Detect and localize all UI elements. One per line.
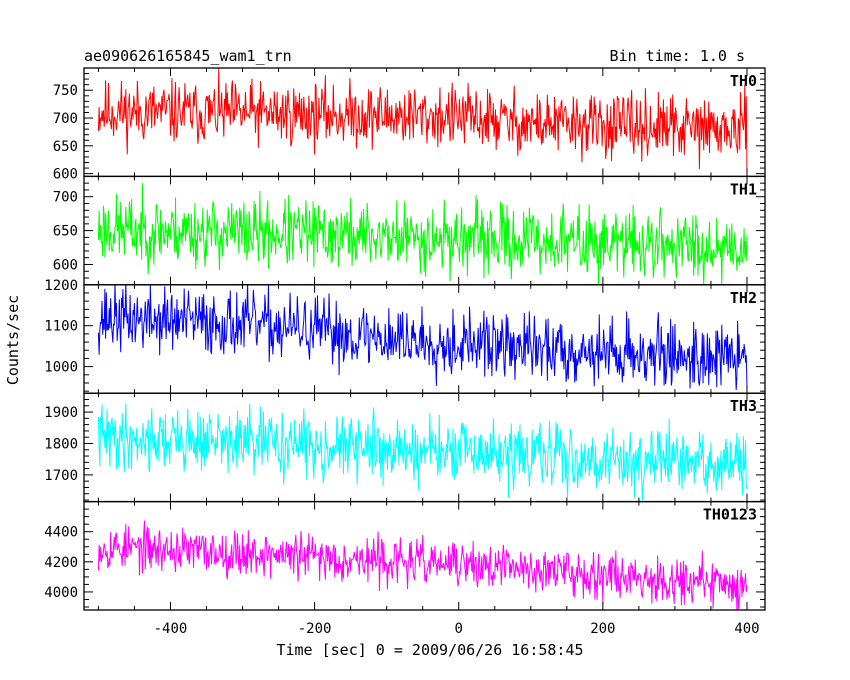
y-tick-label: 1200 (44, 278, 78, 294)
y-tick-label: 1900 (44, 405, 78, 421)
y-tick-label: 600 (53, 257, 78, 273)
y-axis-label: Counts/sec (4, 295, 22, 385)
y-tick-label: 1700 (44, 468, 78, 484)
chart-title: ae090626165845_wam1_trn (84, 47, 292, 65)
y-tick-label: 4400 (44, 525, 78, 541)
y-tick-label: 1100 (44, 319, 78, 335)
bin-time-label: Bin time: 1.0 s (610, 47, 745, 65)
series-line-th0123 (97, 520, 748, 611)
x-tick-label: -200 (298, 621, 332, 637)
y-tick-label: 1000 (44, 360, 78, 376)
panel-label-th0: TH0 (730, 72, 757, 90)
y-tick-label: 600 (53, 167, 78, 183)
panel-label-th2: TH2 (730, 289, 757, 307)
x-axis-label: Time [sec] 0 = 2009/06/26 16:58:45 (276, 641, 583, 659)
y-tick-label: 700 (53, 190, 78, 206)
x-tick-label: 200 (590, 621, 615, 637)
y-tick-label: 650 (53, 224, 78, 240)
x-tick-label: -400 (154, 621, 188, 637)
series-line-th1 (97, 183, 748, 285)
y-tick-label: 700 (53, 111, 78, 127)
panels-group: 600 650 700 750 TH0 600 650 700 TH1 1000 1100 1200 T… (44, 67, 766, 637)
panel-frame-th2 (83, 284, 766, 394)
series-line-th2 (97, 284, 748, 391)
series-line-th3 (97, 403, 748, 502)
y-tick-label: 4000 (44, 585, 78, 601)
panel-label-th1: TH1 (730, 180, 757, 198)
panel-label-th3: TH3 (730, 397, 757, 415)
y-tick-label: 1800 (44, 436, 78, 452)
x-tick-label: 0 (455, 621, 463, 637)
y-tick-label: 650 (53, 139, 78, 155)
series-line-th0 (97, 68, 748, 173)
y-tick-label: 750 (53, 83, 78, 99)
x-tick-label: 400 (734, 621, 759, 637)
y-tick-label: 4200 (44, 555, 78, 571)
panel-label-th0123: TH0123 (703, 506, 757, 524)
panel-frame-th0123 (83, 500, 766, 611)
